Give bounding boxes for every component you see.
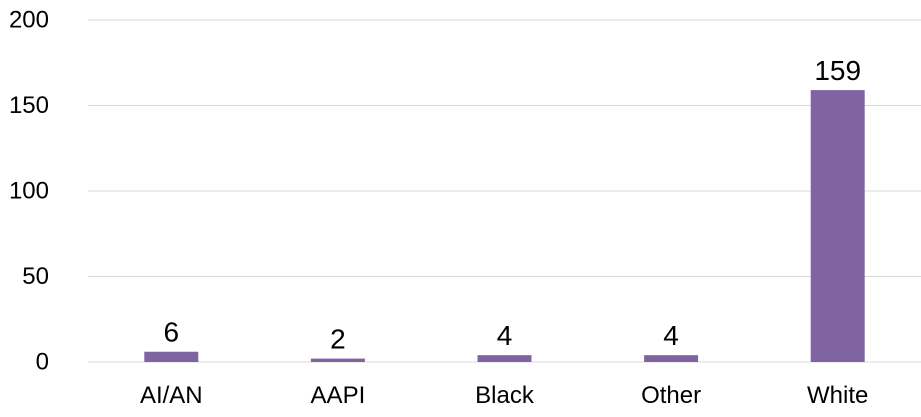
- x-axis: AI/AN AAPI Black Other White: [140, 382, 868, 409]
- x-tick-label: White: [807, 382, 868, 409]
- bar: [144, 351, 199, 362]
- y-tick-label: 50: [22, 263, 49, 290]
- data-label: 6: [164, 317, 180, 348]
- x-tick-label: AI/AN: [140, 382, 203, 409]
- bar: [310, 358, 365, 362]
- y-tick-label: 0: [36, 349, 49, 376]
- x-tick-label: AAPI: [311, 382, 366, 409]
- data-label: 159: [814, 55, 861, 86]
- y-tick-label: 100: [9, 178, 49, 205]
- data-label: 2: [330, 324, 346, 355]
- gridlines: [88, 19, 921, 363]
- y-tick-label: 150: [9, 92, 49, 119]
- y-axis: 0 50 100 150 200: [9, 7, 49, 376]
- bar: [477, 355, 532, 362]
- bar: [810, 90, 865, 363]
- data-label: 4: [663, 320, 679, 351]
- data-labels: 6 2 4 4 159: [164, 55, 862, 354]
- data-label: 4: [497, 320, 513, 351]
- bars: [144, 90, 865, 363]
- bar: [644, 355, 699, 362]
- x-tick-label: Black: [475, 382, 535, 409]
- x-tick-label: Other: [641, 382, 701, 409]
- y-tick-label: 200: [9, 7, 49, 34]
